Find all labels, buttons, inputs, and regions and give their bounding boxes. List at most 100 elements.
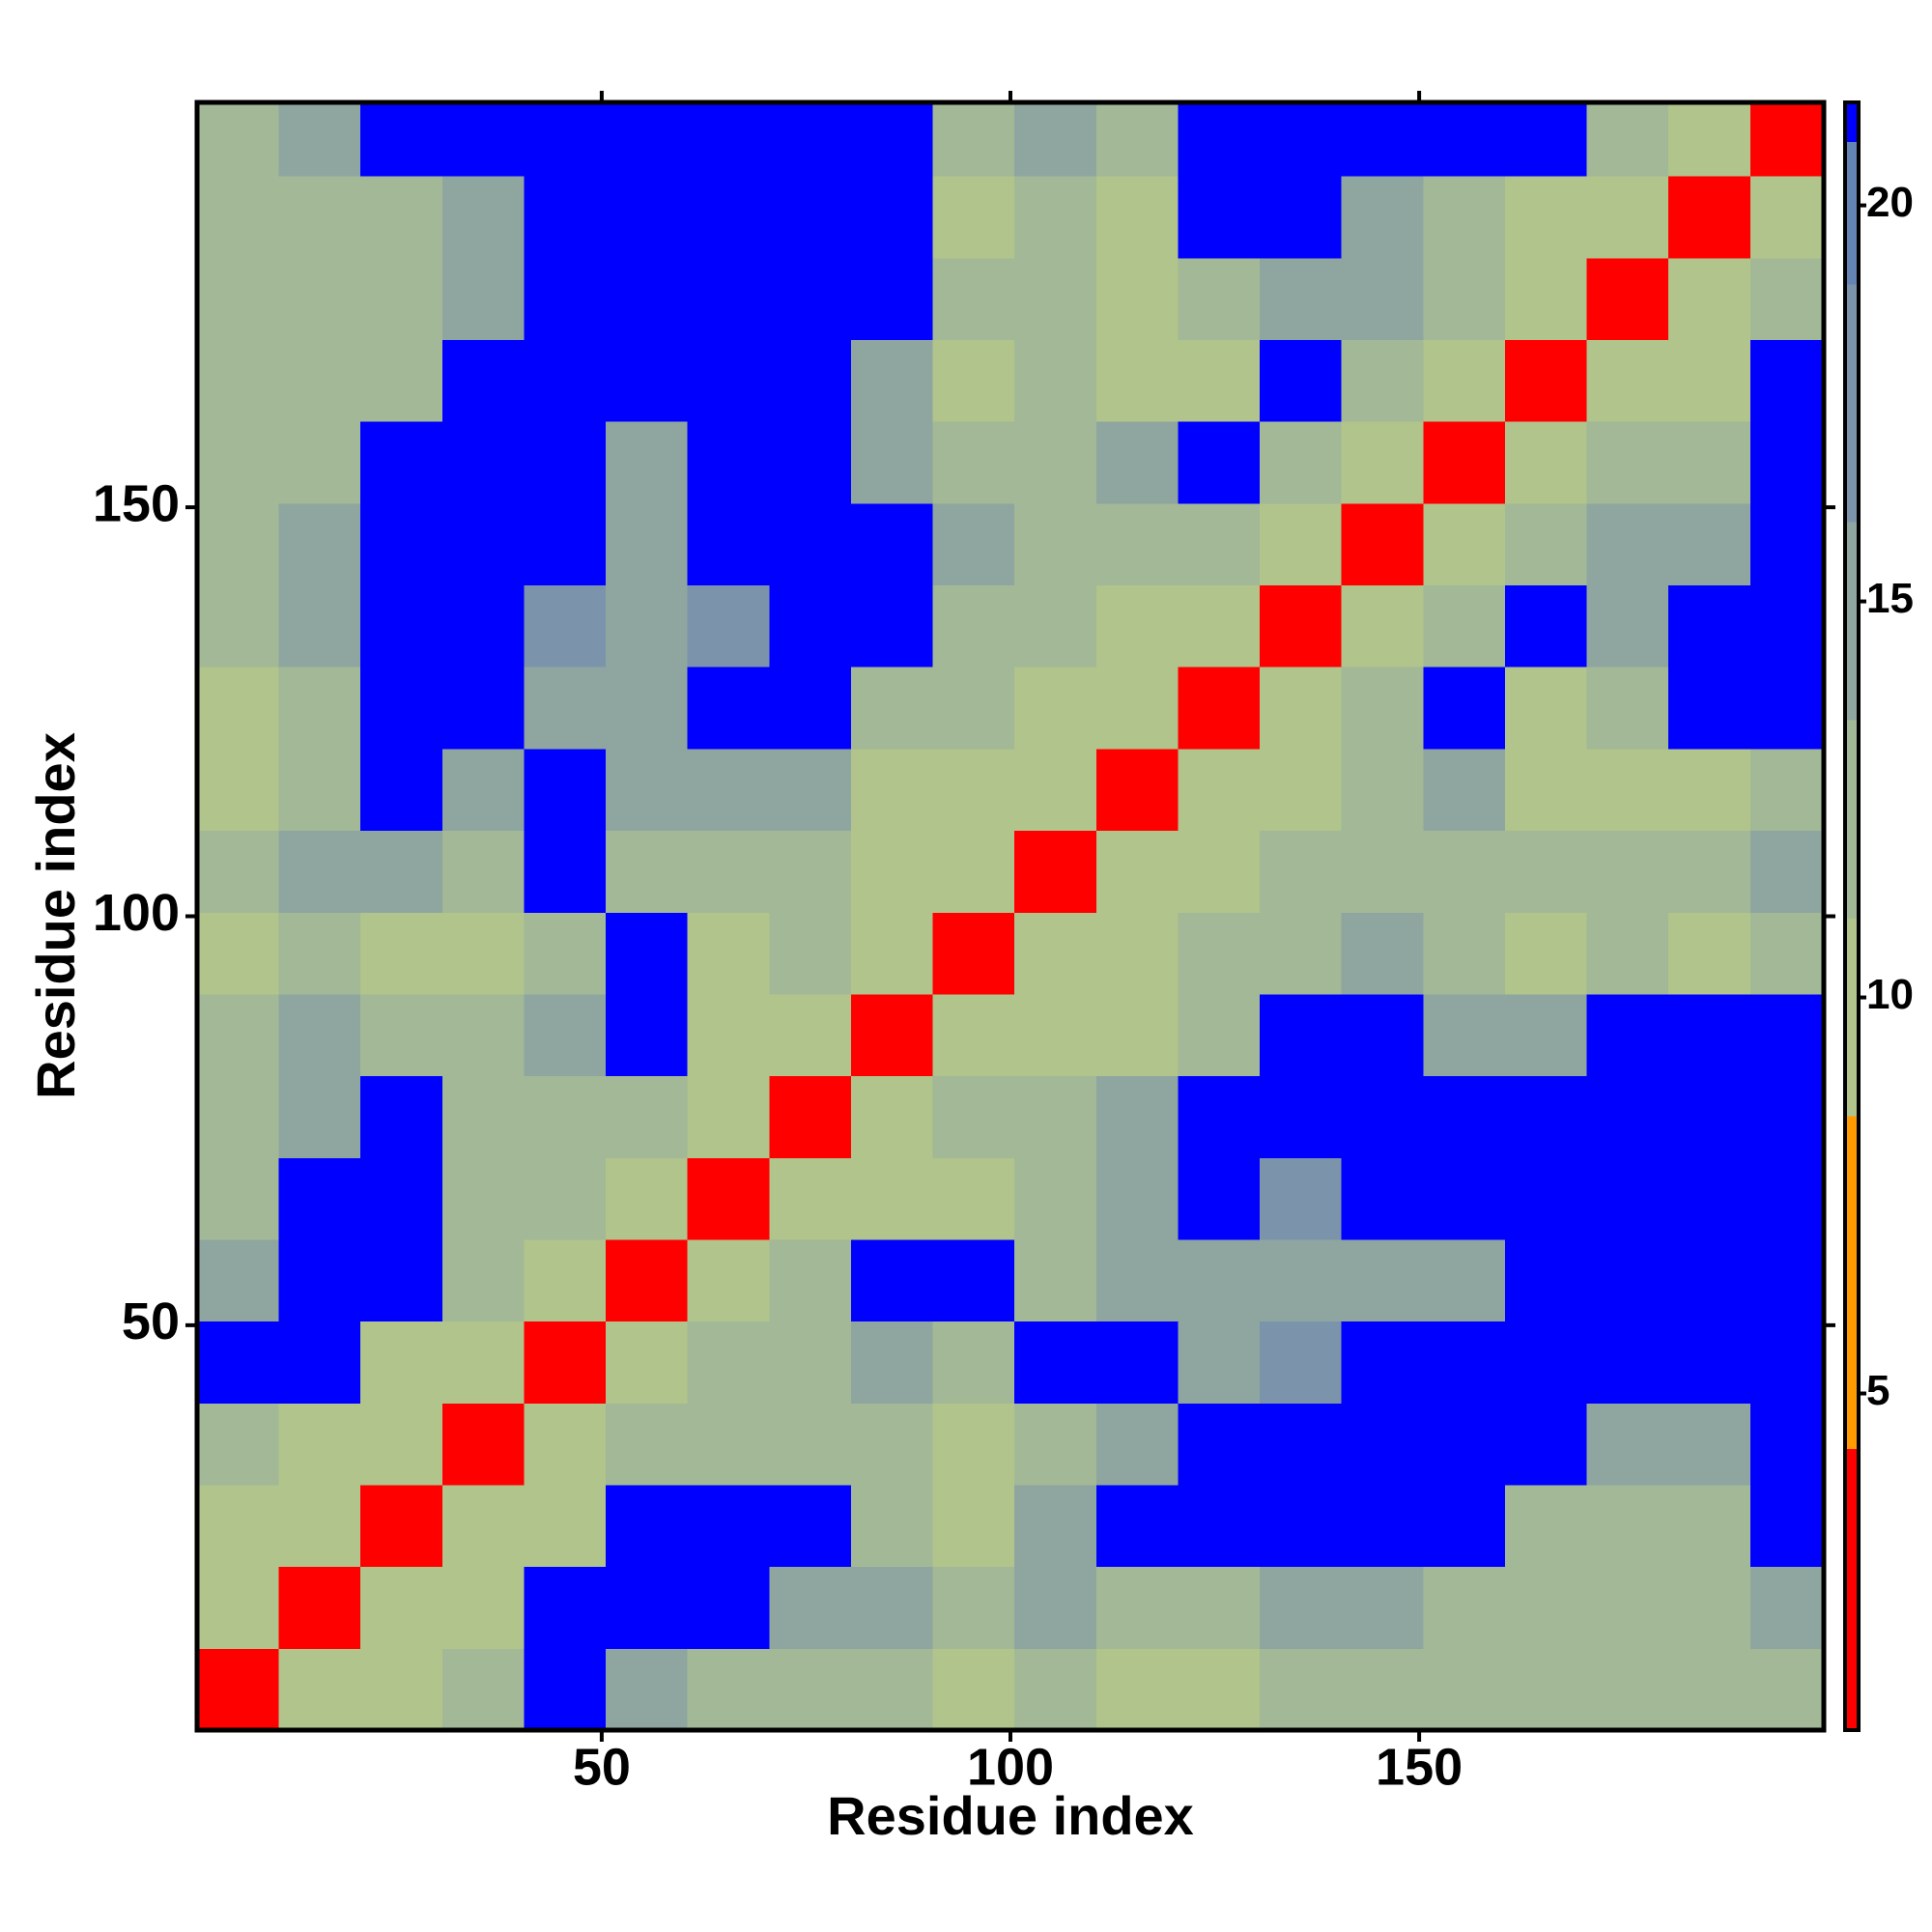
heatmap-cell: [1260, 1566, 1343, 1649]
heatmap-cell: [1749, 1321, 1825, 1404]
heatmap-cell: [1423, 584, 1506, 668]
heatmap-cell: [1014, 830, 1097, 913]
heatmap-cell: [278, 748, 361, 832]
heatmap-cell: [1178, 1075, 1261, 1158]
heatmap-cell: [769, 1566, 852, 1649]
heatmap-cell: [360, 1238, 443, 1322]
y-tick-label: 100: [93, 884, 180, 942]
heatmap-cell: [1423, 1321, 1506, 1404]
heatmap-cell: [850, 912, 934, 995]
heatmap-cell: [1749, 176, 1825, 259]
heatmap-cell: [850, 1403, 934, 1486]
heatmap-cell: [687, 830, 770, 913]
heatmap-cell: [1014, 1238, 1097, 1322]
heatmap-cell: [1586, 748, 1669, 832]
heatmap-cell: [1014, 667, 1097, 750]
heatmap-cell: [1341, 584, 1424, 668]
heatmap-cell: [1749, 584, 1825, 668]
heatmap-cell: [278, 1484, 361, 1568]
heatmap-cell: [1260, 1484, 1343, 1568]
heatmap-cell: [1014, 1403, 1097, 1486]
colorbar-band: [1845, 1116, 1859, 1449]
heatmap-cell: [606, 257, 689, 341]
heatmap-cell: [1668, 502, 1751, 586]
heatmap-cell: [687, 1157, 770, 1240]
heatmap-cell: [1423, 1157, 1506, 1240]
heatmap-cell: [1341, 1403, 1424, 1486]
heatmap-cell: [524, 584, 607, 668]
heatmap-cell: [932, 102, 1015, 177]
heatmap-cell: [1668, 339, 1751, 422]
heatmap-cell: [687, 1566, 770, 1649]
colorbar-tick-label: 20: [1866, 179, 1914, 226]
heatmap-cell: [1423, 1566, 1506, 1649]
heatmap-cell: [360, 176, 443, 259]
heatmap-cell: [769, 830, 852, 913]
heatmap-cell: [278, 667, 361, 750]
heatmap-cell: [932, 1157, 1015, 1240]
heatmap-cell: [850, 1566, 934, 1649]
heatmap-cell: [1341, 257, 1424, 341]
heatmap-cell: [850, 748, 934, 832]
heatmap-cell: [1586, 1566, 1669, 1649]
heatmap-cell: [441, 339, 525, 422]
heatmap-cell: [1586, 830, 1669, 913]
heatmap-cell: [687, 748, 770, 832]
heatmap-cell: [1586, 1321, 1669, 1404]
heatmap-cell: [1341, 1648, 1424, 1731]
heatmap-cell: [1178, 667, 1261, 750]
heatmap-cell: [769, 667, 852, 750]
heatmap-cell: [441, 912, 525, 995]
heatmap-cell: [1341, 1566, 1424, 1649]
heatmap-cell: [1423, 339, 1506, 422]
heatmap-cell: [441, 993, 525, 1077]
heatmap-cell: [278, 830, 361, 913]
heatmap-cell: [360, 748, 443, 832]
heatmap-cell: [524, 912, 607, 995]
heatmap-cell: [1749, 102, 1825, 177]
heatmap-cell: [932, 1648, 1015, 1731]
heatmap-cell: [1178, 102, 1261, 177]
heatmap-cell: [1095, 257, 1179, 341]
heatmap-cell: [1260, 830, 1343, 913]
heatmap-cell: [1260, 1403, 1343, 1486]
heatmap-cell: [1423, 1484, 1506, 1568]
heatmap-cell: [197, 993, 280, 1077]
heatmap-cell: [1341, 1075, 1424, 1158]
heatmap-cell: [1095, 1157, 1179, 1240]
heatmap-cell: [441, 748, 525, 832]
heatmap-cell: [606, 748, 689, 832]
heatmap-cell: [1014, 176, 1097, 259]
heatmap-cell: [1095, 1648, 1179, 1731]
heatmap-cell: [769, 102, 852, 177]
heatmap-cell: [441, 584, 525, 668]
heatmap-cell: [1586, 502, 1669, 586]
heatmap-cell: [1423, 102, 1506, 177]
heatmap-cell: [441, 1321, 525, 1404]
heatmap-cell: [360, 584, 443, 668]
heatmap-cell: [687, 1403, 770, 1486]
heatmap-cell: [1423, 912, 1506, 995]
heatmap-cell: [850, 257, 934, 341]
heatmap-cell: [1178, 830, 1261, 913]
heatmap-cell: [606, 1075, 689, 1158]
heatmap-cell: [360, 993, 443, 1077]
heatmap-cell: [1260, 993, 1343, 1077]
heatmap-cell: [278, 502, 361, 586]
heatmap-cell: [1260, 1648, 1343, 1731]
heatmap-cell: [1504, 1566, 1588, 1649]
heatmap-cell: [1178, 421, 1261, 504]
heatmap-cell: [687, 1321, 770, 1404]
heatmap-cell: [850, 1157, 934, 1240]
heatmap-cell: [1504, 257, 1588, 341]
heatmap-cell: [441, 1648, 525, 1731]
heatmap-cell: [769, 339, 852, 422]
heatmap-cell: [1260, 1157, 1343, 1240]
heatmap-cell: [1504, 748, 1588, 832]
heatmap-cell: [606, 1566, 689, 1649]
heatmap-cell: [1749, 1484, 1825, 1568]
x-tick-label: 50: [573, 1738, 631, 1796]
heatmap-cell: [687, 502, 770, 586]
heatmap-cell: [441, 102, 525, 177]
heatmap-cell: [524, 1157, 607, 1240]
